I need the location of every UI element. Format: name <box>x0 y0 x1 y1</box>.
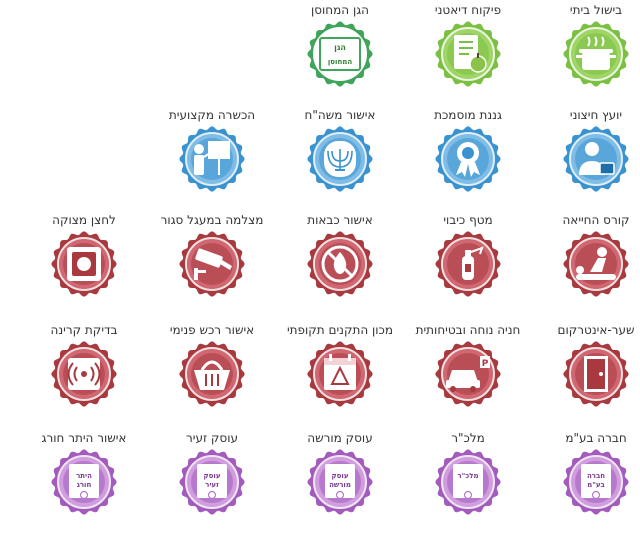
svg-text:הגן: הגן <box>334 43 346 52</box>
svg-text:מורשה: מורשה <box>329 481 351 489</box>
badge-label: חברה בע"מ <box>565 431 627 445</box>
badge-label: חניה נוחה ובטיחותית <box>415 323 521 337</box>
badge-label: לחצן מצוקה <box>52 213 116 227</box>
badge-item[interactable]: אישור היתר חורג היתר חורג <box>20 430 148 538</box>
svg-text:מלכ"ר: מלכ"ר <box>457 472 478 480</box>
badge-item[interactable]: חברה בע"מ חברה בע"מ <box>532 430 640 538</box>
cpr-first-aid-icon <box>562 230 630 298</box>
certificate-stamp-icon: הגן המחוסן <box>306 20 374 88</box>
badge-item[interactable]: הכשרה מקצועית <box>148 107 276 215</box>
badge-item[interactable]: אישור כבאות <box>276 212 404 320</box>
svg-text:חורג: חורג <box>77 481 92 489</box>
certificate-ribbon-icon: עוסק זעיר <box>178 448 246 516</box>
badge-item[interactable]: חניה נוחה ובטיחותית P <box>404 322 532 430</box>
badge-label: מטף כיבוי <box>443 213 493 227</box>
award-rosette-icon <box>434 125 502 193</box>
diet-notebook-apple-icon <box>434 20 502 88</box>
door-intercom-icon <box>562 340 630 408</box>
certificate-ribbon-icon: מלכ"ר <box>434 448 502 516</box>
badge-label: אישור רכש פנימי <box>169 323 255 337</box>
svg-text:היתר: היתר <box>76 472 92 480</box>
badge-label: מכון התקנים תקופתי <box>286 323 394 337</box>
svg-text:זעיר: זעיר <box>205 481 219 489</box>
badge-label: אישור כבאות <box>307 213 373 227</box>
badge-item[interactable]: לחצן מצוקה <box>20 212 148 320</box>
badge-label: מצלמה במעגל סגור <box>160 213 264 227</box>
badge-label: גננת מוסמכת <box>434 108 502 122</box>
badge-item[interactable]: בדיקת קרינה <box>20 322 148 430</box>
badge-label: מלכ"ר <box>451 431 485 445</box>
cooking-pot-icon <box>562 20 630 88</box>
panic-button-icon <box>50 230 118 298</box>
badge-item[interactable]: מצלמה במעגל סגור <box>148 212 276 320</box>
fire-extinguisher-icon <box>434 230 502 298</box>
badge-label: הכשרה מקצועית <box>168 108 256 122</box>
badge-label: בדיקת קרינה <box>50 323 118 337</box>
svg-text:עוסק: עוסק <box>204 472 221 480</box>
badge-label: הגן המחוסן <box>310 3 370 17</box>
certificate-ribbon-icon: חברה בע"מ <box>562 448 630 516</box>
badge-label: עוסק זעיר <box>185 431 239 445</box>
radiation-check-icon <box>50 340 118 408</box>
svg-text:עוסק: עוסק <box>332 472 349 480</box>
badge-item[interactable]: מכון התקנים תקופתי <box>276 322 404 430</box>
presentation-board-icon <box>178 125 246 193</box>
badge-item[interactable]: עוסק מורשה עוסק מורשה <box>276 430 404 538</box>
badge-item[interactable]: שער-אינטרקום <box>532 322 640 430</box>
certificate-ribbon-icon: עוסק מורשה <box>306 448 374 516</box>
badge-item[interactable]: גננת מוסמכת <box>404 107 532 215</box>
badge-item[interactable]: מטף כיבוי <box>404 212 532 320</box>
consultant-briefcase-icon <box>562 125 630 193</box>
badge-label: קורס החייאה <box>562 213 630 227</box>
svg-text:P: P <box>482 359 489 369</box>
badge-item[interactable]: יועץ חיצוני <box>532 107 640 215</box>
menorah-emblem-icon <box>306 125 374 193</box>
badge-item[interactable]: עוסק זעיר עוסק זעיר <box>148 430 276 538</box>
badge-label: אישור משה"ח <box>304 108 376 122</box>
svg-text:בע"מ: בע"מ <box>587 481 605 489</box>
badge-item[interactable]: הגן המחוסן הגן המחוסן <box>276 2 404 110</box>
certificate-ribbon-icon: היתר חורג <box>50 448 118 516</box>
shopping-basket-icon <box>178 340 246 408</box>
svg-text:המחוסן: המחוסן <box>328 58 352 66</box>
badge-label: פיקוח דיאטני <box>434 3 502 17</box>
badge-label: עוסק מורשה <box>307 431 373 445</box>
parking-car-icon: P <box>434 340 502 408</box>
badge-item[interactable]: פיקוח דיאטני <box>404 2 532 110</box>
badge-label: בישול ביתי <box>569 3 623 17</box>
badge-label: יועץ חיצוני <box>569 108 623 122</box>
no-fire-icon <box>306 230 374 298</box>
badge-label: שער-אינטרקום <box>557 323 635 337</box>
badge-item[interactable]: בישול ביתי <box>532 2 640 110</box>
standards-calendar-icon <box>306 340 374 408</box>
badge-item[interactable]: אישור רכש פנימי <box>148 322 276 430</box>
badge-label: אישור היתר חורג <box>41 431 127 445</box>
badge-item[interactable]: מלכ"ר מלכ"ר <box>404 430 532 538</box>
cctv-camera-icon <box>178 230 246 298</box>
svg-text:חברה: חברה <box>587 472 605 480</box>
badge-item[interactable]: אישור משה"ח <box>276 107 404 215</box>
badge-item[interactable]: קורס החייאה <box>532 212 640 320</box>
